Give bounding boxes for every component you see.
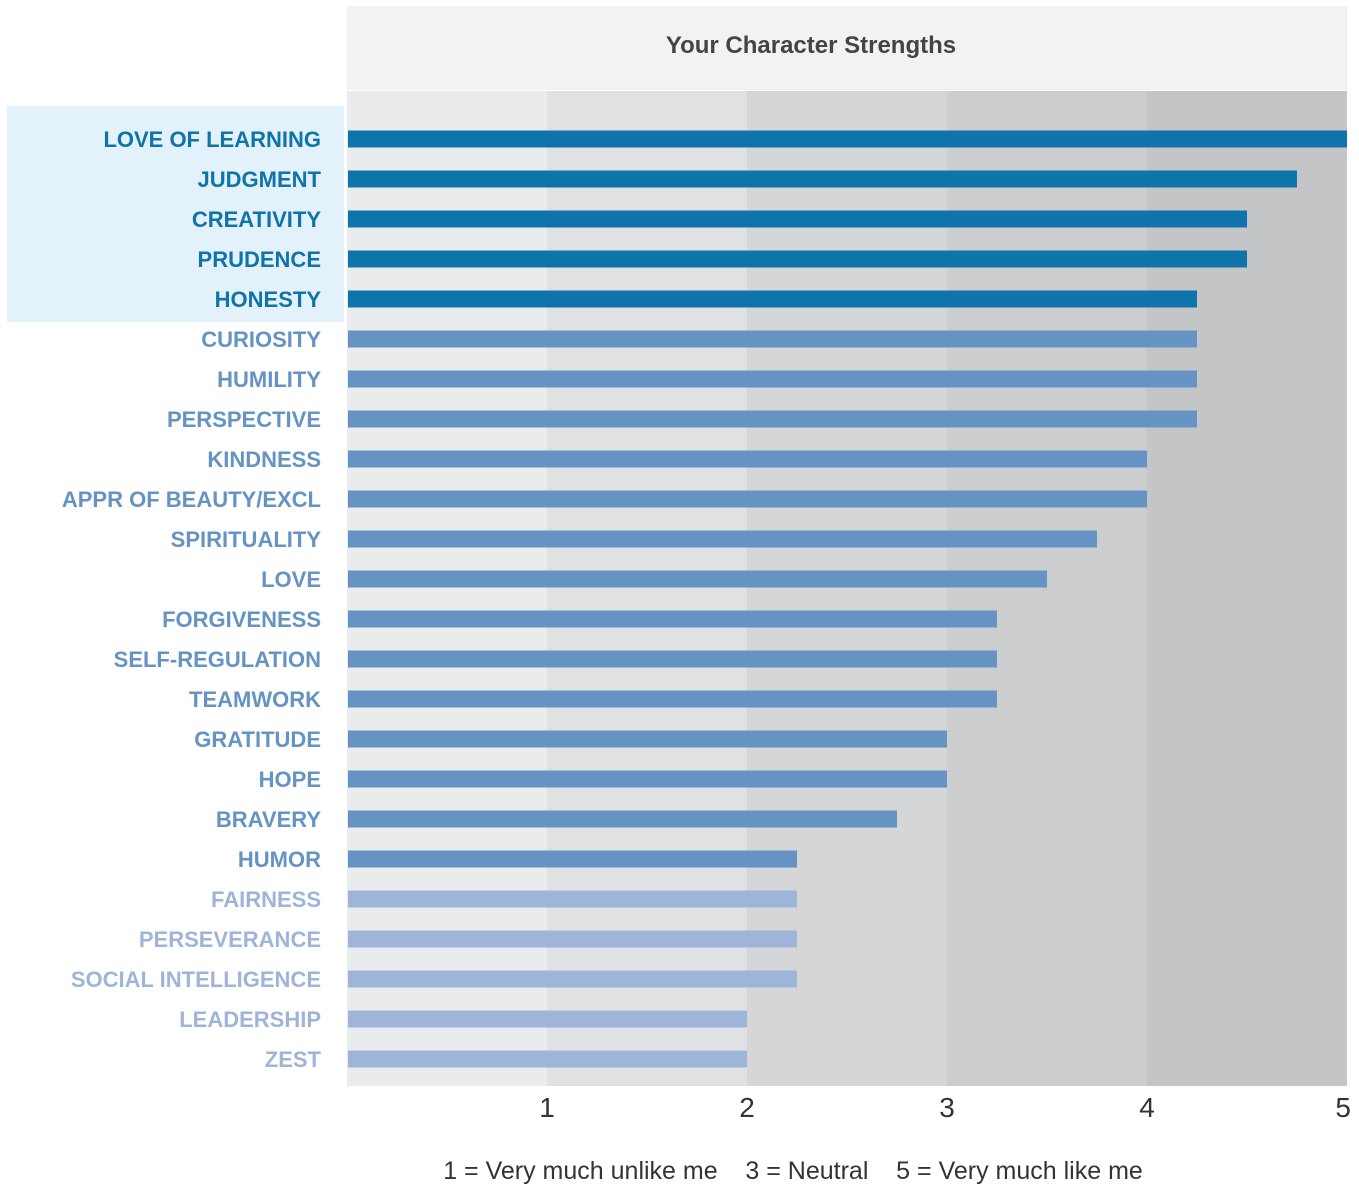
category-label: APPR OF BEAUTY/EXCL [62,487,321,512]
x-axis-ticks: 1 2 3 4 5 [539,1092,1351,1123]
category-label: SOCIAL INTELLIGENCE [71,967,321,992]
bar [348,730,947,748]
legend-footer: 1 = Very much unlike me 3 = Neutral 5 = … [443,1157,1143,1185]
category-label: ZEST [265,1047,322,1072]
bar [348,770,947,788]
bar [348,650,997,668]
category-label: FORGIVENESS [162,607,321,632]
bar [348,290,1197,308]
bar [348,850,797,868]
bar [348,970,797,988]
bar [348,330,1197,348]
background-band [947,91,1147,1086]
x-tick-label: 4 [1139,1092,1155,1123]
bar [348,410,1197,428]
bar [348,370,1197,388]
category-label: SPIRITUALITY [171,527,322,552]
x-tick-label: 2 [739,1092,755,1123]
category-label: LEADERSHIP [179,1007,321,1032]
bar [348,570,1047,588]
x-tick-label: 1 [539,1092,555,1123]
bar [348,210,1247,228]
bar [348,1010,747,1028]
bar [348,490,1147,508]
top-strengths-highlight [7,106,344,322]
background-band [1147,91,1347,1086]
category-label: LOVE [261,567,321,592]
bar [348,810,897,828]
bar [348,610,997,628]
category-label: PERSEVERANCE [139,927,321,952]
category-label: GRATITUDE [194,727,321,752]
bar [348,1050,747,1068]
bar [348,170,1297,188]
title-background [347,6,1347,90]
bars-group [348,130,1347,1068]
chart-title: Your Character Strengths [666,32,956,59]
bar [348,250,1247,268]
category-label: LOVE OF LEARNING [103,127,321,152]
category-labels-group: LOVE OF LEARNING JUDGMENT CREATIVITY PRUDEN… [62,127,322,1072]
x-tick-label: 5 [1335,1092,1351,1123]
bar [348,690,997,708]
category-label: CURIOSITY [201,327,321,352]
bar [348,130,1347,148]
category-label: HOPE [259,767,321,792]
category-label: PERSPECTIVE [167,407,321,432]
category-label: KINDNESS [207,447,321,472]
category-label: TEAMWORK [189,687,321,712]
x-tick-label: 3 [939,1092,955,1123]
bar [348,450,1147,468]
category-label: JUDGMENT [198,167,322,192]
category-label: HONESTY [215,287,322,312]
bar [348,890,797,908]
category-label: FAIRNESS [211,887,321,912]
category-label: CREATIVITY [192,207,321,232]
category-label: HUMILITY [217,367,321,392]
bar [348,930,797,948]
bar [348,530,1097,548]
category-label: SELF-REGULATION [114,647,321,672]
category-label: BRAVERY [216,807,321,832]
category-label: HUMOR [238,847,321,872]
category-label: PRUDENCE [198,247,321,272]
